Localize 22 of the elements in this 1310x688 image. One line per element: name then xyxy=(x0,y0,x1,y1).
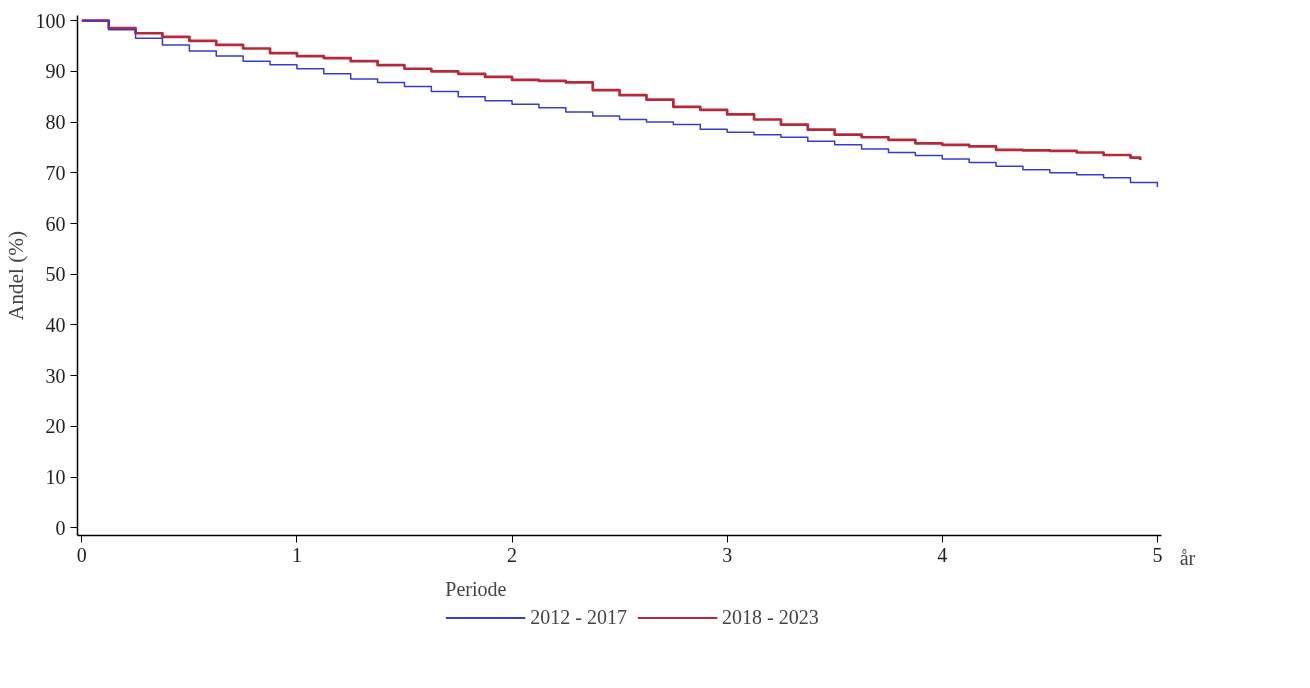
legend-title: Periode xyxy=(445,577,508,601)
x-tick-label: 3 xyxy=(722,543,733,566)
x-tick-label: 5 xyxy=(1152,543,1163,566)
y-tick-label: 40 xyxy=(45,313,66,336)
x-axis-title: år xyxy=(1179,546,1196,569)
x-tick-label: 0 xyxy=(76,543,87,566)
y-tick-label: 20 xyxy=(45,415,66,438)
y-tick-label: 0 xyxy=(55,516,66,539)
x-tick-label: 1 xyxy=(291,543,302,566)
x-tick-label: 2 xyxy=(507,543,518,566)
y-tick-label: 90 xyxy=(45,60,66,83)
legend-label: 2012 - 2017 xyxy=(530,605,627,629)
y-tick-label: 80 xyxy=(45,111,66,134)
y-tick-label: 50 xyxy=(45,263,66,286)
x-tick-label: 4 xyxy=(937,543,948,566)
y-tick-label: 30 xyxy=(45,364,66,387)
y-axis-title: Andel (%) xyxy=(3,230,28,321)
legend-label: 2018 - 2023 xyxy=(722,605,819,629)
y-tick-label: 70 xyxy=(45,161,66,184)
y-tick-label: 100 xyxy=(35,9,66,32)
y-tick-label: 60 xyxy=(45,212,66,235)
y-tick-label: 10 xyxy=(45,466,66,489)
